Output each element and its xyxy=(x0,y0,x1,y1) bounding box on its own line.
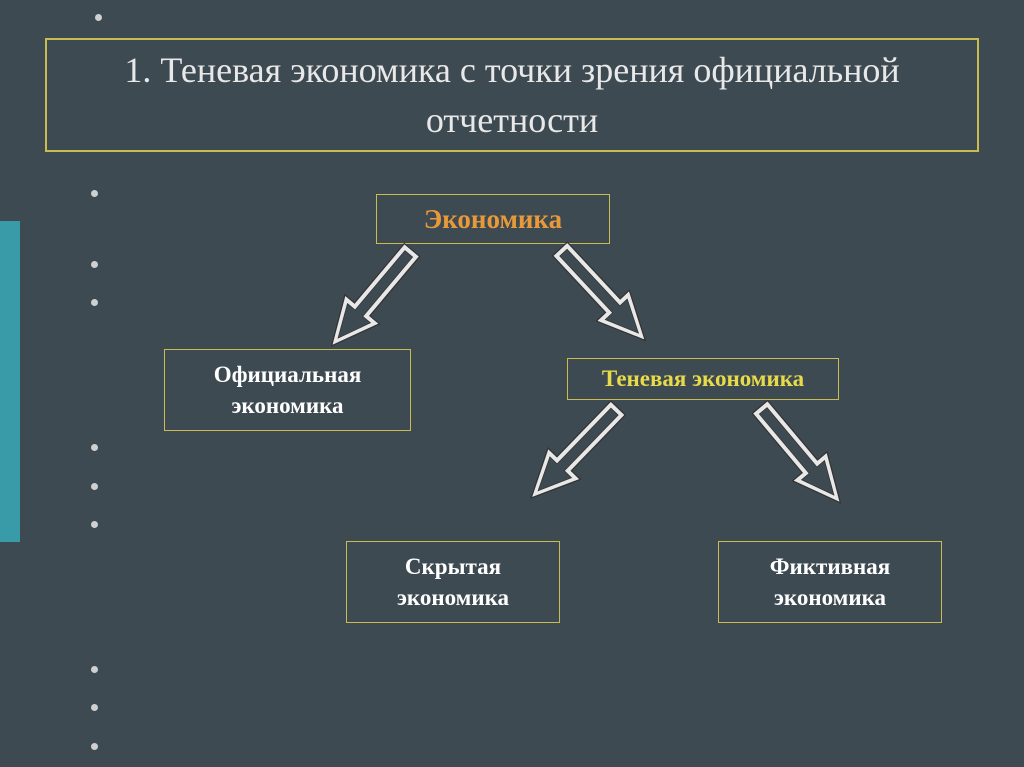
bullet-icon xyxy=(91,261,98,268)
arrow-shadow-fictive xyxy=(743,393,858,518)
node-official-label: Официальная экономика xyxy=(179,359,396,421)
node-root-label: Экономика xyxy=(424,204,562,235)
node-official: Официальная экономика xyxy=(164,349,411,431)
bullet-icon xyxy=(91,704,98,711)
slide-title: 1. Теневая экономика с точки зрения офиц… xyxy=(87,45,937,146)
node-root: Экономика xyxy=(376,194,610,244)
arrow-shadow-hidden xyxy=(515,392,634,513)
bullet-icon xyxy=(91,190,98,197)
bullet-icon xyxy=(91,444,98,451)
accent-bar xyxy=(0,221,20,542)
node-fictive: Фиктивная экономика xyxy=(718,541,942,623)
node-hidden-label: Скрытая экономика xyxy=(361,551,545,613)
node-hidden: Скрытая экономика xyxy=(346,541,560,623)
node-fictive-label: Фиктивная экономика xyxy=(733,551,927,613)
arrow-root-shadow xyxy=(544,234,662,356)
node-shadow-label: Теневая экономика xyxy=(602,366,804,392)
arrow-root-official xyxy=(314,236,429,361)
bullet-icon xyxy=(91,521,98,528)
bullet-icon xyxy=(91,666,98,673)
bullet-icon xyxy=(91,299,98,306)
node-shadow: Теневая экономика xyxy=(567,358,839,400)
bullet-icon xyxy=(91,743,98,750)
title-box: 1. Теневая экономика с точки зрения офиц… xyxy=(45,38,979,152)
bullet-icon xyxy=(91,483,98,490)
bullet-icon xyxy=(95,14,102,21)
